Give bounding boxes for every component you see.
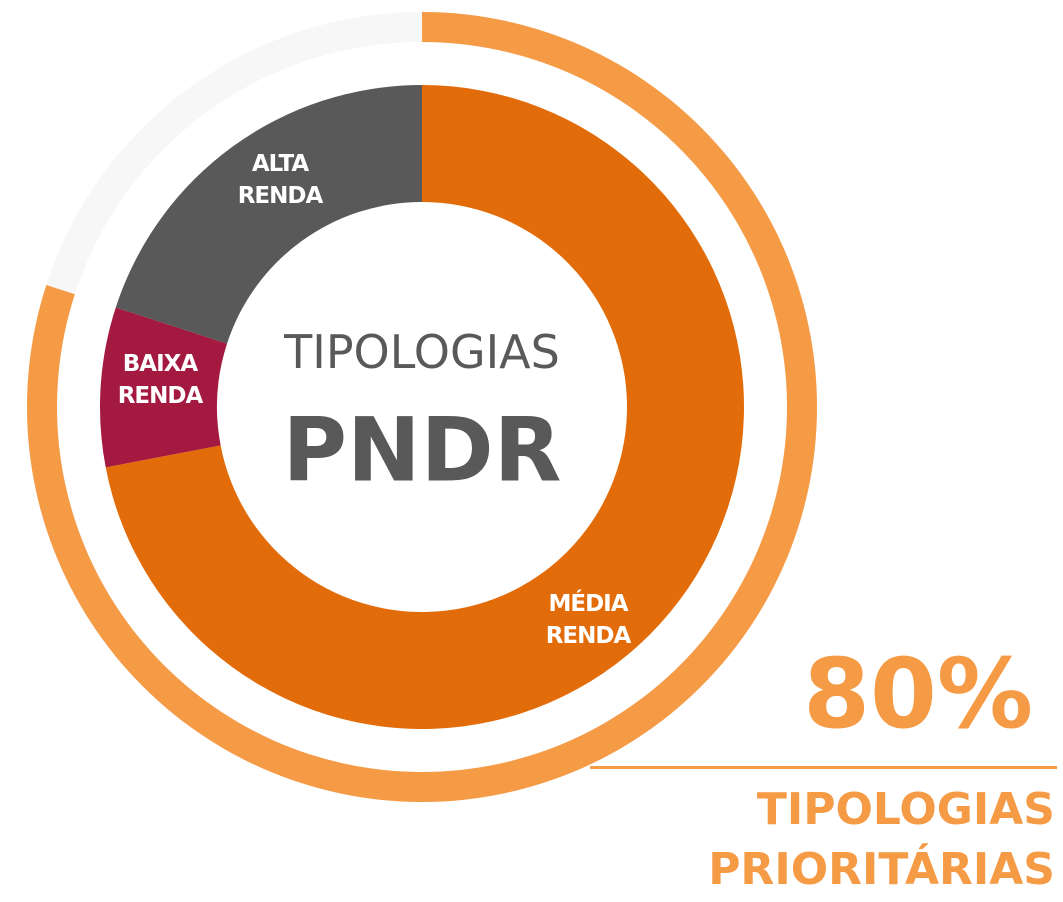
donut-segment: [115, 85, 423, 344]
center-subtitle: PNDR: [282, 398, 562, 502]
ring-value: 80%: [803, 638, 1033, 750]
segment-label: ALTA RENDA: [237, 151, 324, 209]
divider: [590, 766, 1057, 769]
segment-label: MÉDIA RENDA: [545, 591, 632, 649]
segment-label: BAIXA RENDA: [117, 351, 204, 409]
donut-segment: [105, 85, 744, 729]
ring-label: TIPOLOGIAS PRIORITÁRIAS: [708, 784, 1055, 895]
center-title: TIPOLOGIAS: [284, 325, 560, 379]
donut-segment: [100, 307, 228, 468]
